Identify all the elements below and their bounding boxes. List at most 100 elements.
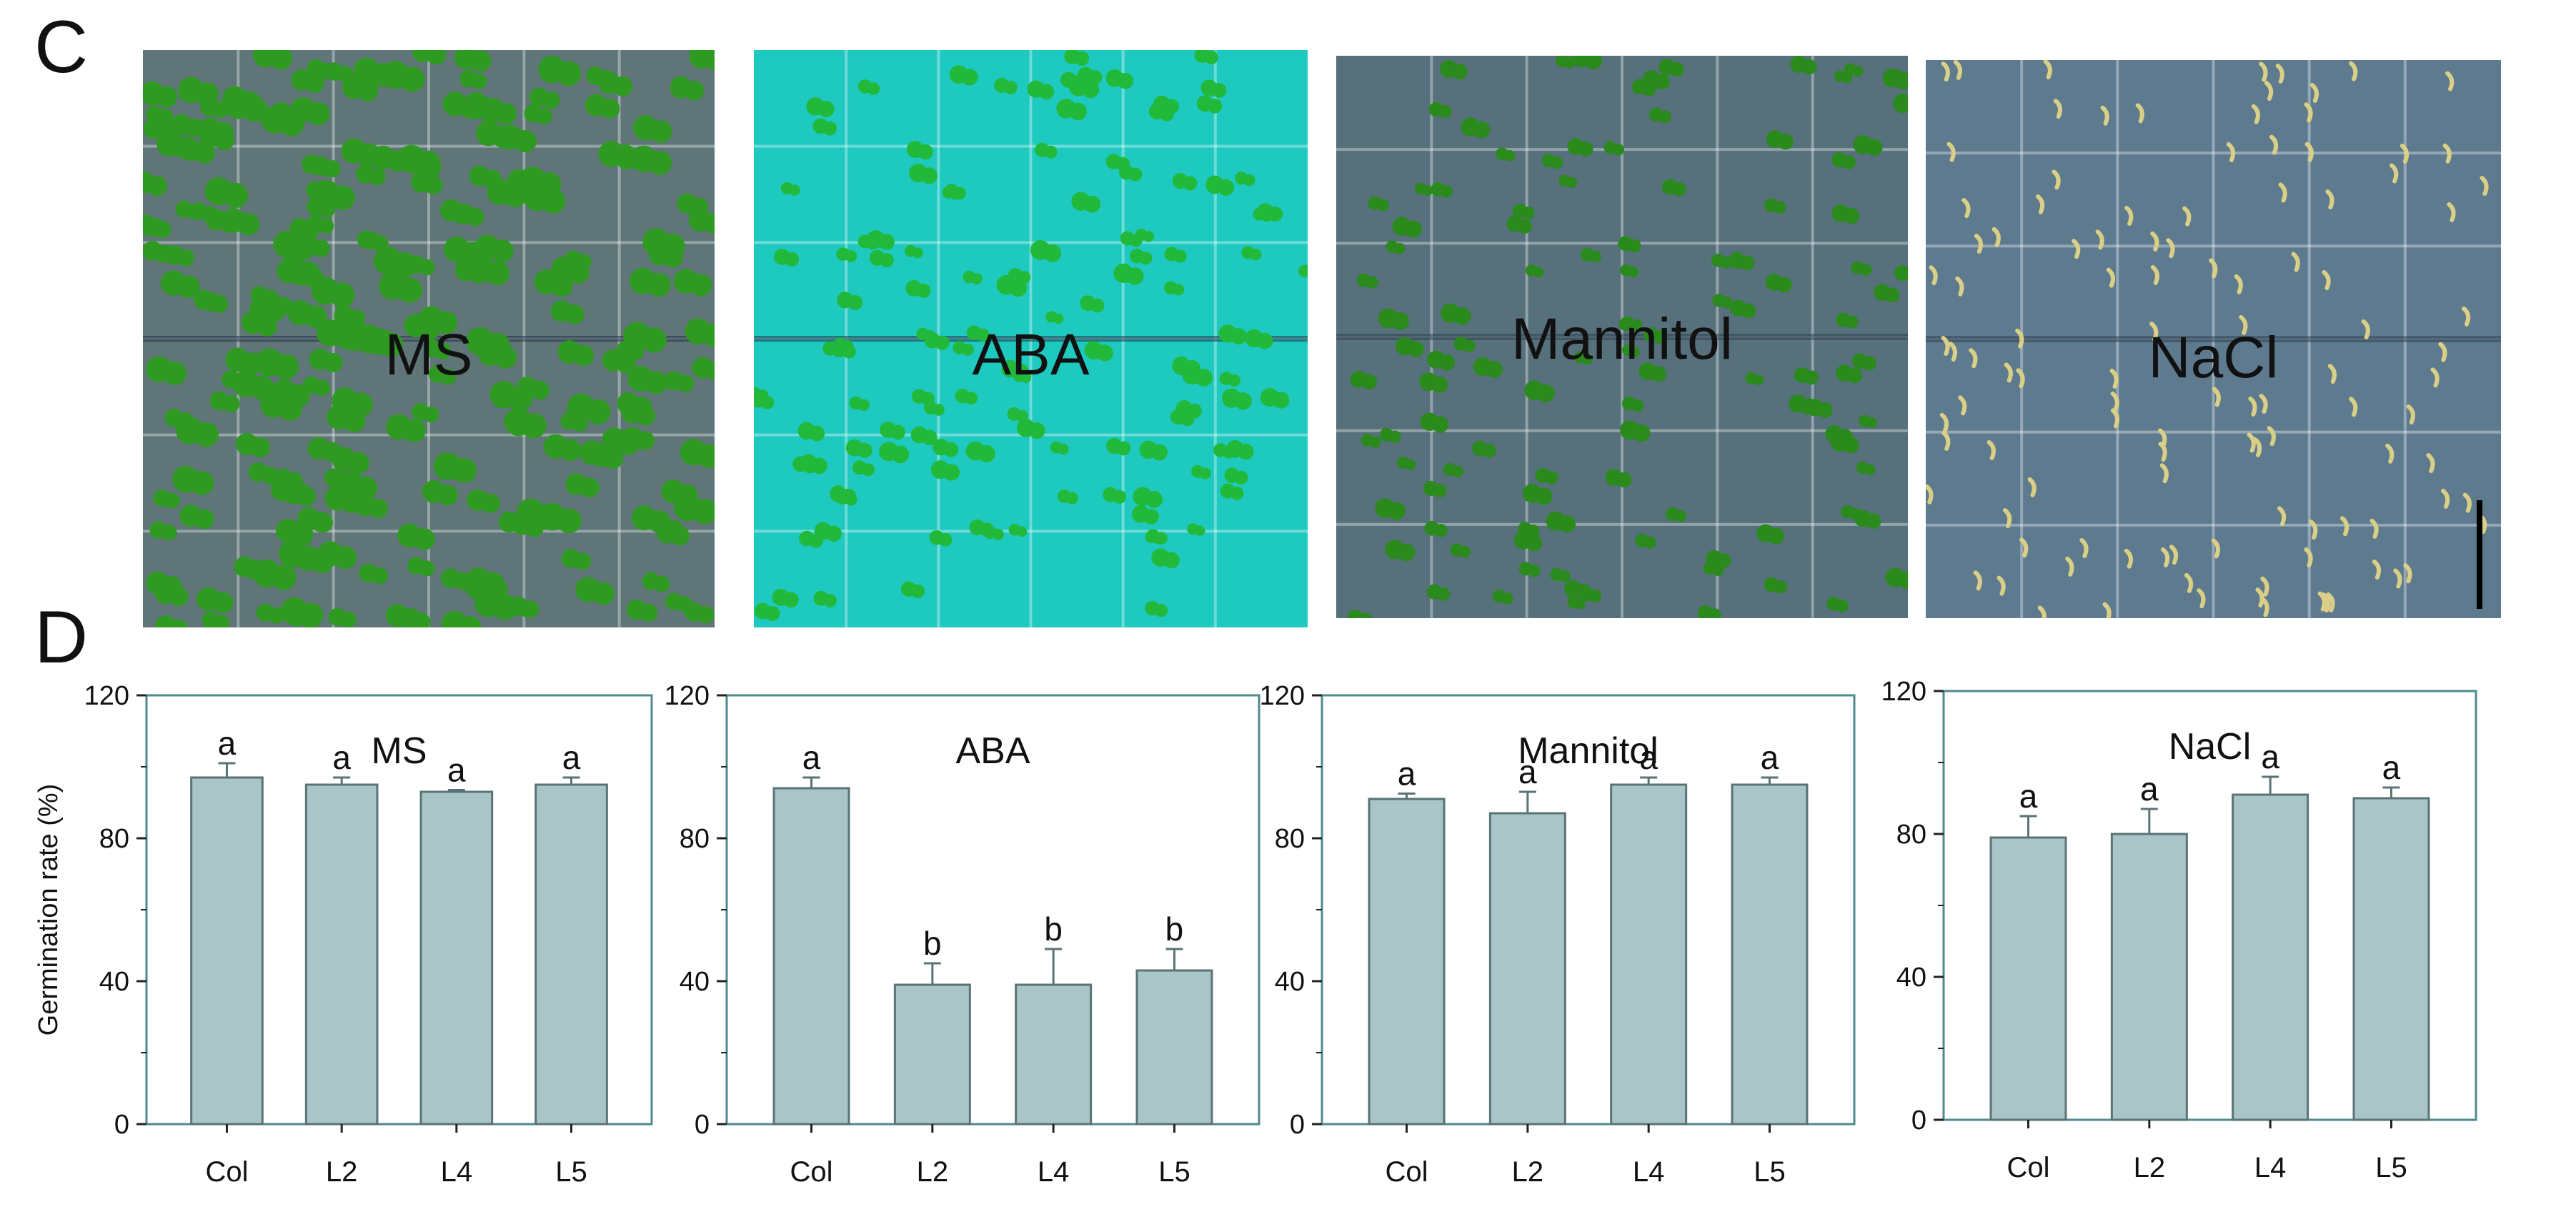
seedling	[2445, 71, 2455, 91]
seedling	[592, 582, 615, 605]
seedling	[1776, 277, 1792, 293]
seedling	[156, 86, 178, 108]
significance-letter: a	[2382, 749, 2401, 786]
seedling	[823, 593, 837, 607]
seedling	[1230, 486, 1244, 500]
seedling	[1774, 580, 1787, 594]
seedling	[1376, 199, 1389, 212]
seedling	[580, 477, 600, 498]
seedling	[314, 379, 330, 396]
seedling	[572, 344, 595, 367]
seedling	[2182, 206, 2192, 227]
seedling	[2160, 547, 2170, 567]
seedling	[1898, 571, 1908, 590]
chart-title: MS	[372, 730, 427, 772]
y-tick-label: 0	[114, 1110, 129, 1140]
seedling	[1422, 185, 1433, 196]
seedling	[2447, 202, 2456, 222]
seedling	[2248, 396, 2257, 417]
seedling	[1211, 83, 1227, 98]
seedling	[163, 361, 187, 385]
seedling	[920, 167, 938, 184]
y-tick-label: 120	[84, 681, 129, 711]
seedling	[1256, 332, 1273, 349]
seedling	[223, 182, 249, 209]
seedling	[1503, 149, 1516, 162]
seedling	[612, 76, 633, 96]
x-tick-label: Col	[205, 1156, 248, 1188]
seedling	[2149, 322, 2159, 342]
seedling	[917, 144, 933, 160]
seedling	[1358, 612, 1372, 618]
seedling	[400, 608, 422, 627]
seedling	[1836, 599, 1849, 612]
x-tick-label: L2	[917, 1156, 949, 1188]
seedling	[557, 508, 582, 534]
seedling	[1199, 467, 1211, 480]
seedling	[676, 596, 693, 612]
seedling	[789, 184, 800, 196]
seedling	[1632, 424, 1651, 442]
seedling	[222, 394, 240, 413]
seedling	[2110, 408, 2120, 429]
seedling	[2037, 605, 2047, 618]
seedling	[479, 97, 504, 122]
seedling	[1436, 587, 1451, 601]
seedling	[1629, 319, 1643, 332]
seedling	[964, 392, 978, 405]
seedling	[556, 61, 582, 86]
seedling	[2095, 229, 2104, 250]
seedling	[322, 442, 342, 462]
seedling	[635, 406, 656, 426]
seedling	[840, 488, 856, 505]
seedling	[1953, 60, 1963, 80]
seedling	[845, 249, 857, 262]
seedling	[1816, 402, 1833, 418]
seedling	[1143, 231, 1155, 242]
seedling	[2385, 443, 2395, 464]
significance-letter: a	[332, 739, 351, 776]
seedling	[399, 66, 425, 92]
y-tick-label: 80	[99, 824, 129, 854]
seedling	[1463, 339, 1476, 352]
seedling	[1482, 444, 1497, 458]
seedling	[980, 522, 995, 537]
seedling	[1946, 141, 1956, 162]
seedling	[213, 121, 234, 142]
seedling	[1194, 525, 1205, 536]
seedling	[976, 328, 990, 342]
seedling	[1207, 99, 1223, 114]
seedling	[1473, 121, 1491, 139]
seedling	[1186, 403, 1202, 419]
seedling	[961, 343, 974, 356]
seedling	[1584, 56, 1603, 70]
seedling	[524, 518, 544, 537]
seedling	[2247, 432, 2256, 453]
seedling	[247, 560, 267, 580]
ms-plate-photo: MS	[143, 50, 715, 627]
seedling	[371, 567, 388, 585]
seedling	[1013, 363, 1029, 379]
y-tick-label: 120	[1881, 677, 1926, 707]
seedling	[1849, 507, 1861, 520]
bar	[190, 776, 264, 1126]
seedling	[1391, 312, 1410, 331]
seedling	[312, 239, 330, 257]
seedling	[419, 259, 435, 276]
significance-letter: a	[2261, 738, 2279, 775]
chart-title: Mannitol	[1518, 730, 1659, 772]
bar	[304, 783, 379, 1126]
seedling	[2211, 538, 2221, 559]
seedling	[421, 157, 442, 178]
seedling	[2052, 169, 2061, 190]
seedling	[1905, 100, 1908, 112]
seedling	[1143, 508, 1159, 525]
bar	[2352, 797, 2430, 1121]
y-tick-label: 40	[1896, 963, 1926, 993]
seedling	[2035, 194, 2045, 214]
seedling	[1533, 267, 1544, 278]
significance-letter: a	[1398, 755, 1416, 793]
seedling	[194, 82, 219, 106]
seedling	[1578, 141, 1593, 157]
seedling	[2440, 488, 2450, 509]
